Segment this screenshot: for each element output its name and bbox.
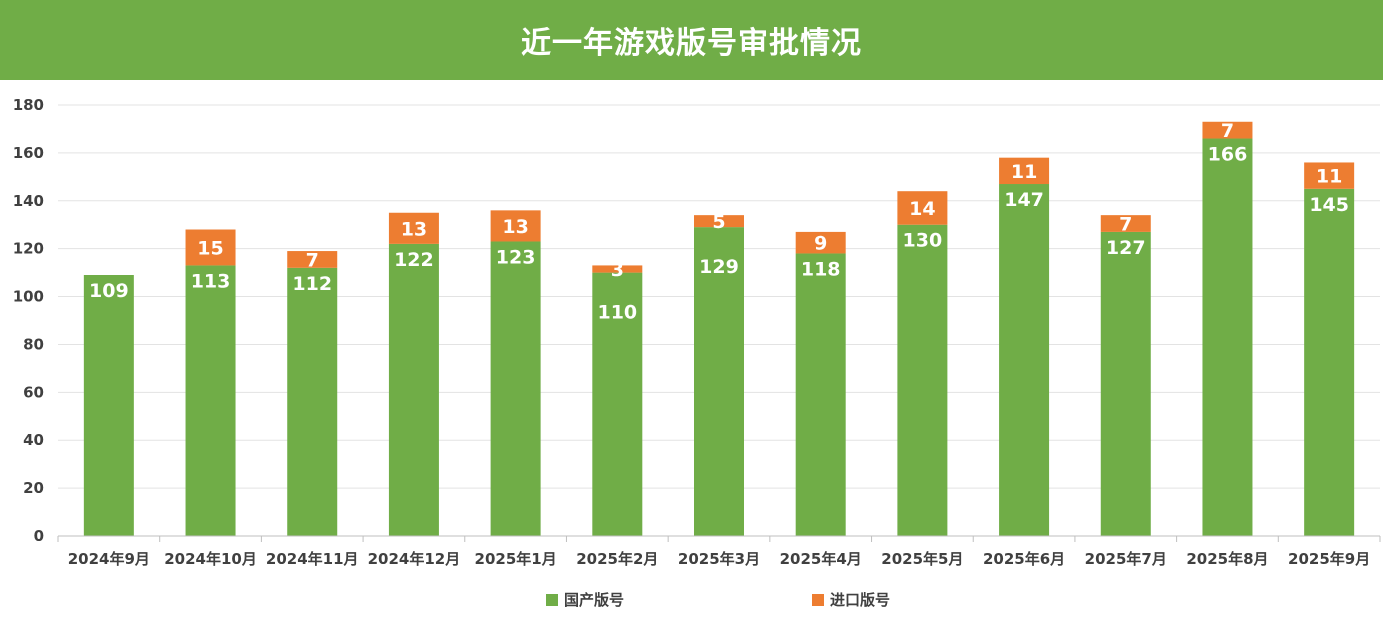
data-label-domestic: 129 — [699, 256, 739, 278]
bar-domestic — [83, 275, 134, 536]
bar-imported — [1202, 121, 1253, 139]
x-category-label: 2025年2月 — [576, 550, 658, 568]
data-label-imported: 14 — [909, 198, 935, 220]
bar-domestic — [490, 241, 541, 536]
y-tick-label: 160 — [13, 144, 44, 162]
y-tick-label: 100 — [13, 288, 44, 306]
y-tick-label: 0 — [34, 527, 44, 545]
bar-domestic — [1100, 231, 1151, 536]
y-tick-label: 120 — [13, 240, 44, 258]
bars — [83, 121, 1355, 537]
x-category-label: 2025年3月 — [678, 550, 760, 568]
data-label-domestic: 118 — [801, 258, 841, 280]
data-label-domestic: 145 — [1309, 194, 1349, 216]
y-tick-label: 140 — [13, 192, 44, 210]
data-label-domestic: 130 — [903, 230, 943, 252]
bar-domestic — [694, 227, 744, 536]
bar-imported — [1100, 215, 1151, 232]
chart-title: 近一年游戏版号审批情况 — [521, 26, 862, 61]
data-label-imported: 3 — [611, 259, 624, 281]
data-label-imported: 13 — [401, 218, 427, 240]
data-label-domestic: 113 — [191, 270, 231, 292]
x-category-label: 2025年7月 — [1085, 550, 1167, 568]
chart-title-banner: 近一年游戏版号审批情况 — [0, 0, 1383, 80]
x-category-label: 2025年8月 — [1186, 550, 1268, 568]
legend-swatch — [812, 594, 824, 606]
data-label-imported: 5 — [712, 211, 725, 233]
data-label-domestic: 147 — [1004, 189, 1044, 211]
bar-domestic — [287, 267, 338, 536]
data-label-imported: 7 — [306, 249, 319, 271]
y-tick-label: 80 — [23, 335, 44, 353]
x-category-label: 2025年4月 — [780, 550, 862, 568]
bar-domestic — [795, 253, 846, 536]
bar-imported — [999, 157, 1050, 185]
data-label-imported: 11 — [1316, 166, 1342, 188]
y-tick-label: 20 — [23, 479, 44, 497]
data-label-domestic: 123 — [496, 246, 536, 268]
bar-domestic — [592, 272, 643, 536]
data-label-imported: 13 — [502, 216, 528, 238]
data-label-domestic: 112 — [292, 273, 332, 295]
x-category-label: 2024年12月 — [368, 550, 461, 568]
data-label-domestic: 127 — [1106, 237, 1146, 259]
legend-label: 进口版号 — [830, 591, 890, 609]
x-category-label: 2025年9月 — [1288, 550, 1370, 568]
y-tick-label: 180 — [13, 96, 44, 114]
data-label-domestic: 166 — [1208, 144, 1248, 166]
bar-imported — [1304, 162, 1355, 189]
x-axis: 2024年9月 2024年10月 2024年11月 2024年12月 2025年1月 20… — [57, 535, 1381, 568]
bar-imported — [287, 251, 338, 268]
bar-imported — [388, 212, 439, 244]
bar-domestic — [185, 265, 236, 536]
bar-imported — [490, 210, 541, 242]
data-label-imported: 15 — [197, 237, 223, 259]
bar-domestic — [1202, 138, 1253, 536]
bar-imported — [897, 191, 948, 225]
bar-domestic — [388, 243, 439, 536]
data-label-domestic: 109 — [89, 280, 129, 302]
data-label-domestic: 110 — [597, 302, 637, 324]
y-tick-label: 40 — [23, 431, 44, 449]
data-label-imported: 9 — [814, 233, 827, 255]
bar-domestic — [1304, 188, 1355, 537]
x-category-label: 2025年1月 — [475, 550, 557, 568]
data-labels: 1091511371121312213123311051299118141301… — [89, 120, 1349, 323]
bar-imported — [592, 265, 643, 273]
legend-swatch — [546, 594, 558, 606]
x-category-label: 2024年11月 — [266, 550, 359, 568]
legend-label: 国产版号 — [564, 591, 624, 609]
bar-imported — [694, 215, 744, 228]
x-category-label: 2025年5月 — [881, 550, 963, 568]
bar-imported — [795, 231, 846, 254]
x-category-label: 2024年10月 — [164, 550, 257, 568]
data-label-imported: 7 — [1119, 214, 1132, 236]
bar-domestic — [999, 184, 1050, 536]
x-category-label: 2024年9月 — [68, 550, 150, 568]
y-axis: 0 20 40 60 80 100 120 140 160 180 — [13, 96, 44, 545]
data-label-domestic: 122 — [394, 249, 434, 271]
y-tick-label: 60 — [23, 383, 44, 401]
legend: 国产版号 进口版号 — [546, 591, 890, 609]
x-category-label: 2025年6月 — [983, 550, 1065, 568]
data-label-imported: 7 — [1221, 120, 1234, 142]
bar-imported — [185, 229, 236, 266]
data-label-imported: 11 — [1011, 161, 1037, 183]
bar-domestic — [897, 224, 948, 536]
